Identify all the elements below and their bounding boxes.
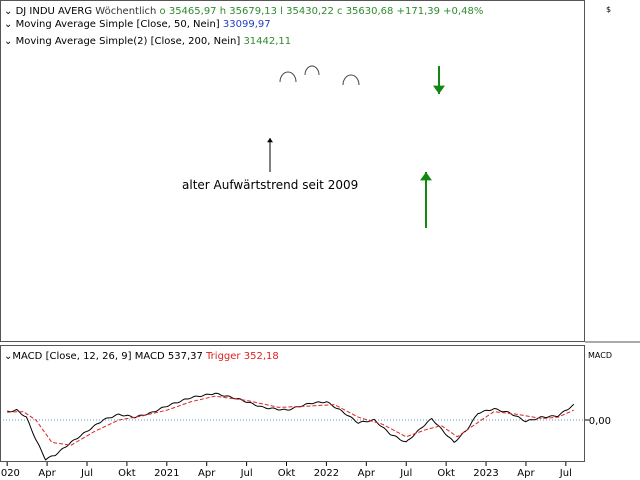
macd-params: [Close, 12, 26, 9]	[46, 351, 132, 362]
x-tick-label: Okt	[437, 468, 455, 479]
x-tick-label: Apr	[38, 468, 56, 479]
open-value: o 35465,97	[160, 6, 217, 17]
svg-text:⌄MACD [Close, 12, 26, 9] MACD: ⌄MACD [Close, 12, 26, 9] MACD 537,37 Tri…	[4, 351, 279, 362]
x-tick-label: Apr	[517, 468, 535, 479]
price-panel[interactable]	[0, 0, 585, 342]
collapse-toggle-icon[interactable]: ⌄	[4, 36, 12, 47]
x-tick-label: 2021	[154, 468, 179, 479]
trend-annotation: alter Aufwärtstrend seit 2009	[182, 178, 358, 192]
top-marker-arc-1	[279, 71, 297, 83]
top-marker-arc-3	[342, 74, 360, 86]
ma200-label: Moving Average Simple(2)	[16, 36, 148, 47]
ma50-label: Moving Average Simple	[16, 19, 134, 30]
trigger-value: 352,18	[244, 351, 279, 362]
close-value: c 35630,68	[337, 6, 393, 17]
x-tick-label: Jul	[240, 468, 253, 479]
high-value: h 35679,13	[220, 6, 277, 17]
legend-header: ⌄ DJ INDU AVERG Wöchentlich o 35465,97 h…	[4, 6, 483, 47]
macd-line	[7, 392, 575, 461]
x-tick-label: 2020	[0, 468, 20, 479]
x-tick-label: Jul	[559, 468, 572, 479]
macd-value: 537,37	[168, 351, 203, 362]
svg-text:⌄ DJ INDU AVERG Wöchentlich: ⌄ DJ INDU AVERG Wöchentlich o 35465,97 h…	[4, 6, 483, 17]
x-tick-label: Apr	[198, 468, 216, 479]
ma50-params: [Close, 50, Nein]	[136, 19, 219, 30]
x-tick-label: 2023	[473, 468, 498, 479]
x-tick-label: Okt	[278, 468, 296, 479]
macd-panel-tag: MACD	[588, 351, 612, 360]
trigger-line	[7, 395, 575, 446]
collapse-toggle-icon[interactable]: ⌄	[4, 351, 12, 362]
collapse-toggle-icon[interactable]: ⌄	[4, 19, 12, 30]
ma50-value: 33099,97	[223, 19, 271, 30]
arrow-down-green	[433, 66, 445, 94]
x-tick-label: 2022	[314, 468, 339, 479]
arrow-uptrend-annotation	[267, 138, 273, 172]
currency-symbol: $	[606, 5, 611, 14]
svg-text:⌄ Moving Average Simple(2) [C: ⌄ Moving Average Simple(2) [Close, 200, …	[4, 36, 291, 47]
collapse-toggle-icon[interactable]: ⌄	[4, 6, 12, 17]
x-tick-label: Apr	[358, 468, 376, 479]
x-tick-label: Okt	[118, 468, 136, 479]
ma200-params: [Close, 200, Nein]	[151, 36, 241, 47]
svg-text:⌄ Moving Average Simple [Clos: ⌄ Moving Average Simple [Close, 50, Nein…	[4, 19, 271, 30]
trigger-label: Trigger	[205, 351, 241, 362]
top-marker-arc-2	[304, 65, 320, 76]
macd-label: MACD	[12, 351, 42, 362]
macd-legend: ⌄MACD [Close, 12, 26, 9] MACD 537,37 Tri…	[4, 351, 279, 362]
macd-value-label: MACD	[135, 351, 165, 362]
symbol: DJ INDU AVERG	[16, 6, 93, 17]
interval: Wöchentlich	[95, 6, 156, 17]
macd-panel[interactable]	[0, 345, 585, 462]
low-value: l 35430,22	[280, 6, 334, 17]
arrow-up-green	[420, 172, 432, 228]
ma200-value: 31442,11	[243, 36, 291, 47]
change-percent: +0,48%	[443, 6, 483, 17]
change-value: +171,39	[397, 6, 440, 17]
x-tick-label: Jul	[399, 468, 412, 479]
x-tick-label: Jul	[80, 468, 93, 479]
macd-y-tick-label: 0,00	[589, 416, 611, 427]
